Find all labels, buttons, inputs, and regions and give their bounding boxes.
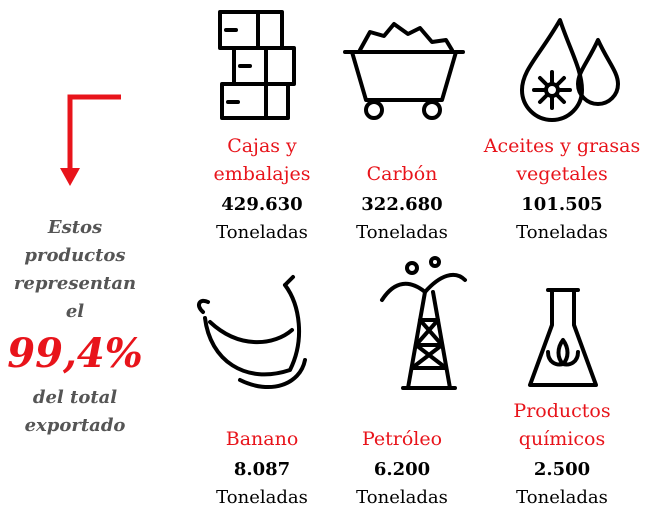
- product-label: vegetales: [515, 163, 607, 185]
- product-unit: Toneladas: [516, 222, 608, 243]
- product-value: 101.505: [521, 194, 602, 215]
- product-unit: Toneladas: [216, 222, 308, 243]
- boxes-icon: [218, 10, 296, 120]
- product-unit: Toneladas: [216, 487, 308, 508]
- summary-text: Estos: [47, 217, 102, 238]
- highlight-percent: 99,4%: [7, 330, 142, 377]
- product-value: 8.087: [234, 459, 290, 480]
- product-label: Aceites y grasas: [483, 135, 641, 157]
- product-unit: Toneladas: [516, 487, 608, 508]
- oil-drops-icon: [520, 18, 620, 122]
- banana-icon: [196, 275, 307, 390]
- oil-derrick-icon: [380, 256, 467, 390]
- product-value: 322.680: [361, 194, 442, 215]
- product-label: Carbón: [367, 163, 438, 185]
- summary-text: representan: [14, 273, 136, 294]
- coal-cart-icon: [343, 22, 465, 120]
- summary-text: productos: [24, 245, 125, 266]
- flask-icon: [528, 288, 598, 387]
- product-label: químicos: [519, 428, 605, 450]
- product-label: embalajes: [213, 163, 310, 185]
- product-value: 2.500: [534, 459, 590, 480]
- product-unit: Toneladas: [356, 487, 448, 508]
- product-value: 6.200: [374, 459, 430, 480]
- product-unit: Toneladas: [356, 222, 448, 243]
- product-label: Productos: [513, 400, 610, 422]
- product-label: Petróleo: [362, 428, 442, 450]
- product-value: 429.630: [221, 194, 302, 215]
- summary-text: el: [66, 301, 84, 322]
- summary-text: exportado: [25, 415, 126, 436]
- summary-text: del total: [33, 387, 117, 408]
- arrow: [60, 94, 121, 186]
- product-label: Cajas y: [227, 135, 297, 157]
- product-label: Banano: [226, 428, 299, 450]
